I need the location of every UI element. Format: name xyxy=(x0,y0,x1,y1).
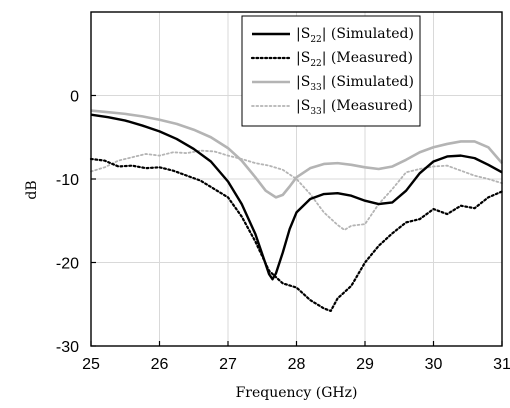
legend: |S22| (Simulated)|S22| (Measured)|S33| (… xyxy=(241,15,421,127)
legend-label-post: | (Simulated) xyxy=(322,26,414,42)
x-tick-label: 31 xyxy=(493,356,510,373)
legend-label: |S33| (Measured) xyxy=(296,98,413,117)
legend-label: |S22| (Simulated) xyxy=(296,26,414,45)
legend-label-post: | (Measured) xyxy=(322,98,413,114)
series-line-1 xyxy=(89,157,504,313)
tick-labels: 25 26 27 28 29 30 31 -30 -20 -10 0 xyxy=(56,89,510,374)
legend-label-pre: |S xyxy=(296,50,310,66)
series-line-0 xyxy=(90,113,503,281)
legend-label-sub: 33 xyxy=(310,83,322,93)
legend-label-post: | (Measured) xyxy=(322,50,413,66)
x-tick-label: 26 xyxy=(151,356,169,373)
series-line-3 xyxy=(90,149,503,231)
legend-label: |S33| (Simulated) xyxy=(296,74,414,93)
y-axis-title: dB xyxy=(24,180,40,199)
x-tick-label: 28 xyxy=(288,356,306,373)
x-tick-label: 25 xyxy=(82,356,100,373)
legend-label-pre: |S xyxy=(296,26,310,42)
x-tick-label: 30 xyxy=(425,356,443,373)
x-tick-label: 29 xyxy=(356,356,374,373)
legend-label-post: | (Simulated) xyxy=(322,74,414,90)
y-tick-label: -10 xyxy=(56,172,79,189)
ticks xyxy=(90,94,503,347)
y-tick-label: -30 xyxy=(56,339,79,356)
legend-label-sub: 22 xyxy=(310,59,321,69)
series-line-2 xyxy=(90,109,503,199)
legend-label-pre: |S xyxy=(296,98,310,114)
legend-label: |S22| (Measured) xyxy=(296,50,413,69)
x-tick-label: 27 xyxy=(219,356,237,373)
legend-label-pre: |S xyxy=(296,74,310,90)
series-layer xyxy=(89,109,504,313)
legend-label-sub: 33 xyxy=(310,107,322,117)
y-tick-label: -20 xyxy=(56,256,79,273)
y-tick-label: 0 xyxy=(70,89,79,106)
x-axis-title: Frequency (GHz) xyxy=(236,385,358,401)
legend-label-sub: 22 xyxy=(310,35,321,45)
